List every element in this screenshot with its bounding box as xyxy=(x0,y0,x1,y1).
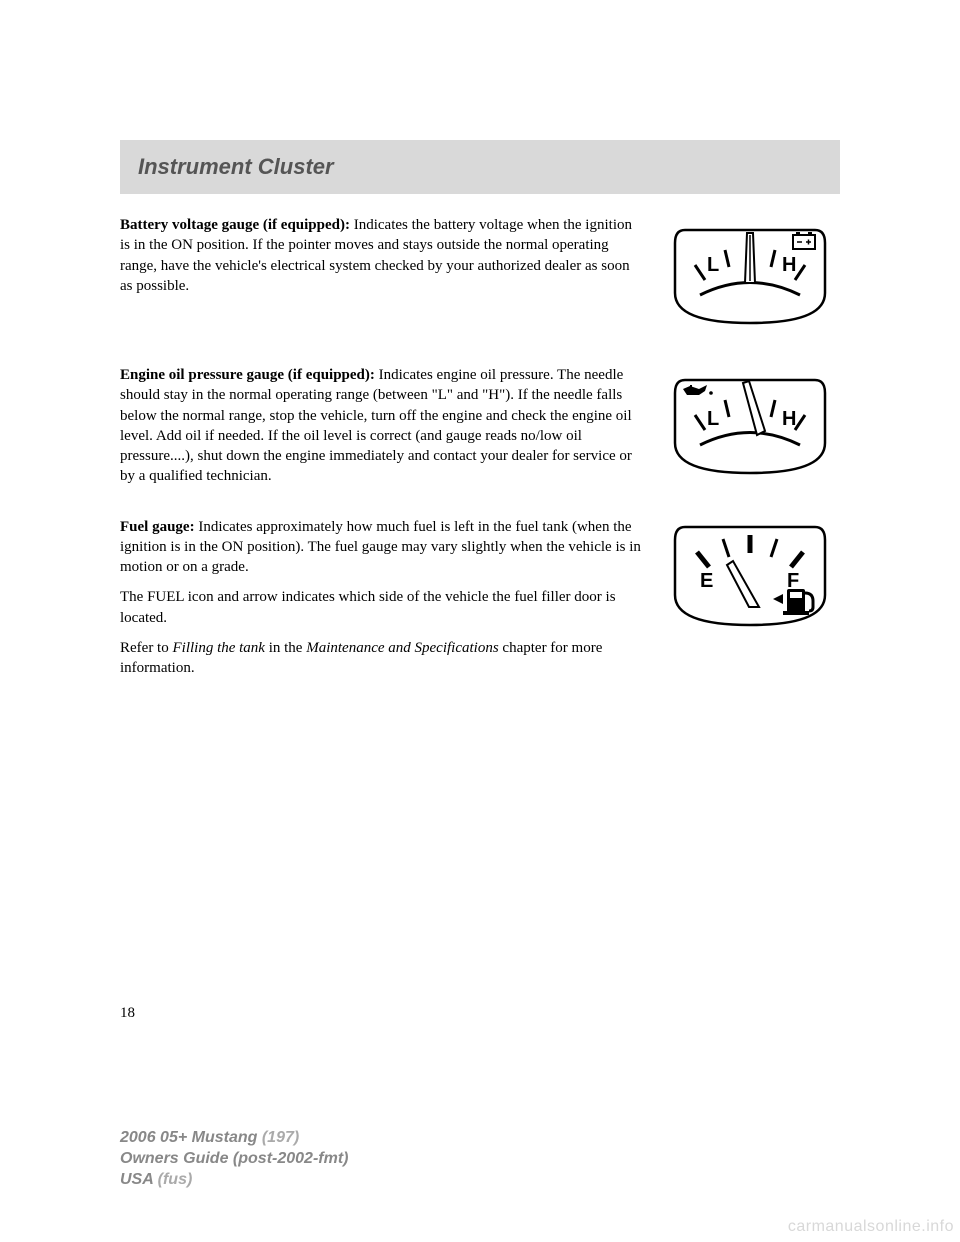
ref-italic-2: Maintenance and Specifications xyxy=(306,640,498,656)
battery-gauge-icon: L H xyxy=(665,215,835,335)
fuel-body: Indicates approximately how much fuel is… xyxy=(120,519,641,576)
ref-mid: in the xyxy=(265,640,306,656)
page-content: L H Battery voltage gauge (if equipped):… xyxy=(120,215,840,708)
ref-italic-1: Filling the tank xyxy=(172,640,264,656)
battery-gauge-figure: L H xyxy=(660,215,840,345)
fuel-heading: Fuel gauge: xyxy=(120,519,195,535)
fuel-gauge-icon: E F xyxy=(665,517,835,637)
page-footer: 2006 05+ Mustang (197) Owners Guide (pos… xyxy=(120,1128,348,1190)
battery-heading: Battery voltage gauge (if equipped): xyxy=(120,217,350,233)
gauge-label-e: E xyxy=(700,570,713,592)
section-header-title: Instrument Cluster xyxy=(138,154,334,180)
footer-line-1: 2006 05+ Mustang (197) xyxy=(120,1128,348,1149)
footer-region: USA xyxy=(120,1171,158,1188)
fuel-gauge-figure: E F xyxy=(660,517,840,647)
footer-line-2: Owners Guide (post-2002-fmt) xyxy=(120,1149,348,1170)
gauge-label-l: L xyxy=(707,408,719,430)
oil-gauge-figure: L H xyxy=(660,365,840,495)
page-number: 18 xyxy=(120,1005,135,1022)
manual-page: Instrument Cluster L H xyxy=(0,0,960,1242)
gauge-label-h: H xyxy=(782,408,796,430)
footer-region-code: (fus) xyxy=(158,1171,193,1188)
battery-section: L H Battery voltage gauge (if equipped):… xyxy=(120,215,840,345)
gauge-label-f: F xyxy=(787,570,799,592)
gauge-label-h: H xyxy=(782,254,796,276)
oil-body: Indicates engine oil pressure. The needl… xyxy=(120,367,632,484)
footer-line-3: USA (fus) xyxy=(120,1170,348,1191)
fuel-section: E F Fuel gauge: Indicates approximately … xyxy=(120,517,840,689)
section-header-bar: Instrument Cluster xyxy=(120,140,840,194)
oil-gauge-icon: L H xyxy=(665,365,835,485)
oil-section: L H Engine oil pressure gauge (if equipp… xyxy=(120,365,840,497)
gauge-label-l: L xyxy=(707,254,719,276)
footer-model-code: (197) xyxy=(262,1129,299,1146)
ref-prefix: Refer to xyxy=(120,640,172,656)
footer-model: 2006 05+ Mustang xyxy=(120,1129,262,1146)
oil-heading: Engine oil pressure gauge (if equipped): xyxy=(120,367,375,383)
watermark: carmanualsonline.info xyxy=(788,1218,954,1236)
